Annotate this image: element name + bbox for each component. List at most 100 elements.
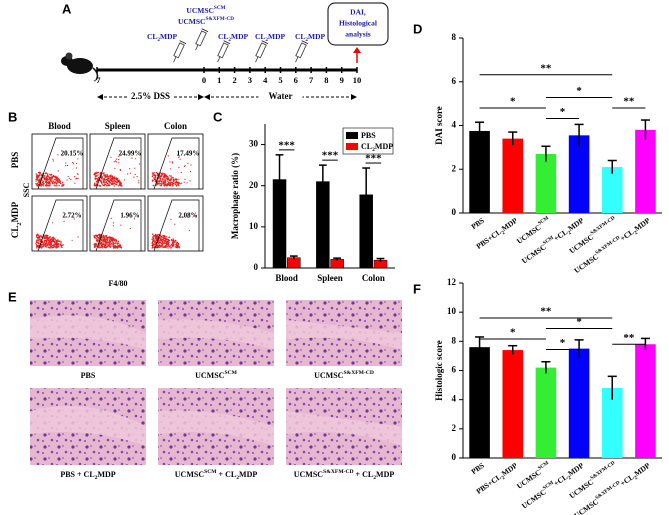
- event-dot: [103, 236, 106, 238]
- event-dot: [48, 179, 50, 181]
- event-dot: [166, 177, 168, 180]
- gate: [153, 199, 200, 252]
- event-dot: [57, 180, 59, 182]
- event-dot: [129, 168, 131, 170]
- event-dot: [156, 236, 158, 239]
- text-part: 2: [16, 222, 23, 225]
- y-tick-label: 20: [249, 180, 259, 190]
- event-dot: [47, 236, 49, 239]
- event-dot: [49, 174, 52, 176]
- event-dot: [175, 240, 177, 242]
- event-dot: [53, 239, 55, 241]
- event-dot: [167, 245, 169, 248]
- text-part: 2: [373, 475, 376, 481]
- text-part: MDP: [500, 460, 519, 477]
- event-dot: [112, 241, 115, 243]
- event-dot: [74, 176, 76, 178]
- day-label: -7: [93, 75, 101, 85]
- event-dot: [158, 240, 160, 243]
- event-dot: [36, 246, 38, 248]
- event-dot: [113, 185, 115, 187]
- event-dot: [44, 179, 46, 181]
- event-dot: [177, 247, 179, 249]
- event-dot: [109, 246, 112, 248]
- event-dot: [60, 185, 63, 187]
- day-label: 9: [340, 75, 344, 85]
- event-dot: [151, 242, 153, 244]
- text-part: UCMSC: [178, 17, 206, 26]
- event-dot: [57, 170, 59, 172]
- event-dot: [93, 237, 96, 239]
- event-dot: [123, 179, 125, 181]
- text-part: MDP: [500, 215, 519, 232]
- bar: [568, 348, 590, 458]
- event-dot: [174, 241, 176, 243]
- event-dot: [50, 238, 52, 240]
- event-dot: [168, 184, 170, 186]
- event-dot: [155, 238, 157, 240]
- event-dot: [114, 178, 116, 180]
- event-dot: [163, 178, 165, 180]
- event-dot: [100, 175, 103, 177]
- event-dot: [93, 183, 96, 185]
- event-dot: [93, 184, 95, 187]
- event-dot: [108, 178, 111, 180]
- legend-swatch: [346, 143, 358, 150]
- text-part: +CL: [618, 227, 635, 243]
- event-dot: [48, 246, 50, 249]
- event-dot: [102, 178, 104, 181]
- event-dot: [50, 247, 52, 249]
- event-dot: [51, 177, 53, 180]
- event-dot: [46, 178, 49, 180]
- phase-label: Water: [269, 91, 293, 101]
- event-dot: [155, 179, 157, 181]
- event-dot: [51, 239, 53, 241]
- event-dot: [39, 173, 41, 175]
- event-dot: [164, 180, 166, 182]
- event-dot: [177, 244, 180, 246]
- syringe-icon: [195, 28, 209, 51]
- event-dot: [187, 162, 189, 164]
- event-dot: [102, 172, 105, 175]
- event-dot: [156, 173, 159, 175]
- event-dot: [151, 244, 153, 247]
- event-dot: [164, 241, 166, 243]
- event-dot: [163, 240, 166, 242]
- event-dot: [76, 173, 78, 175]
- event-dot: [104, 246, 106, 248]
- event-dot: [58, 243, 60, 245]
- event-dot: [176, 154, 179, 156]
- syringe-needle: [173, 56, 177, 63]
- event-dot: [169, 175, 171, 177]
- event-dot: [129, 227, 131, 230]
- event-dot: [101, 239, 103, 241]
- event-dot: [170, 181, 172, 184]
- event-dot: [101, 247, 103, 249]
- text-part: 2: [372, 147, 375, 153]
- event-dot: [104, 183, 107, 185]
- text-part: 2: [501, 230, 507, 237]
- event-dot: [38, 236, 41, 238]
- event-dot: [106, 176, 108, 178]
- event-dot: [165, 183, 167, 185]
- gate-percent: 24.99%: [119, 150, 142, 158]
- text-part: MDP: [10, 201, 20, 222]
- event-dot: [59, 181, 61, 184]
- text-part: S&XFM-CD: [343, 370, 373, 376]
- event-dot: [37, 239, 40, 241]
- event-dot: [154, 241, 156, 244]
- bar: [635, 129, 656, 213]
- event-dot: [174, 183, 176, 185]
- bar: [535, 367, 557, 458]
- event-dot: [47, 243, 49, 246]
- column-label: Blood: [48, 121, 71, 131]
- event-dot: [102, 238, 105, 240]
- event-dot: [113, 244, 115, 247]
- event-dot: [110, 156, 112, 158]
- event-dot: [157, 181, 159, 183]
- event-dot: [109, 181, 111, 184]
- event-dot: [39, 240, 42, 242]
- event-dot: [49, 244, 51, 247]
- event-dot: [153, 234, 155, 237]
- plot-frame: [31, 195, 88, 252]
